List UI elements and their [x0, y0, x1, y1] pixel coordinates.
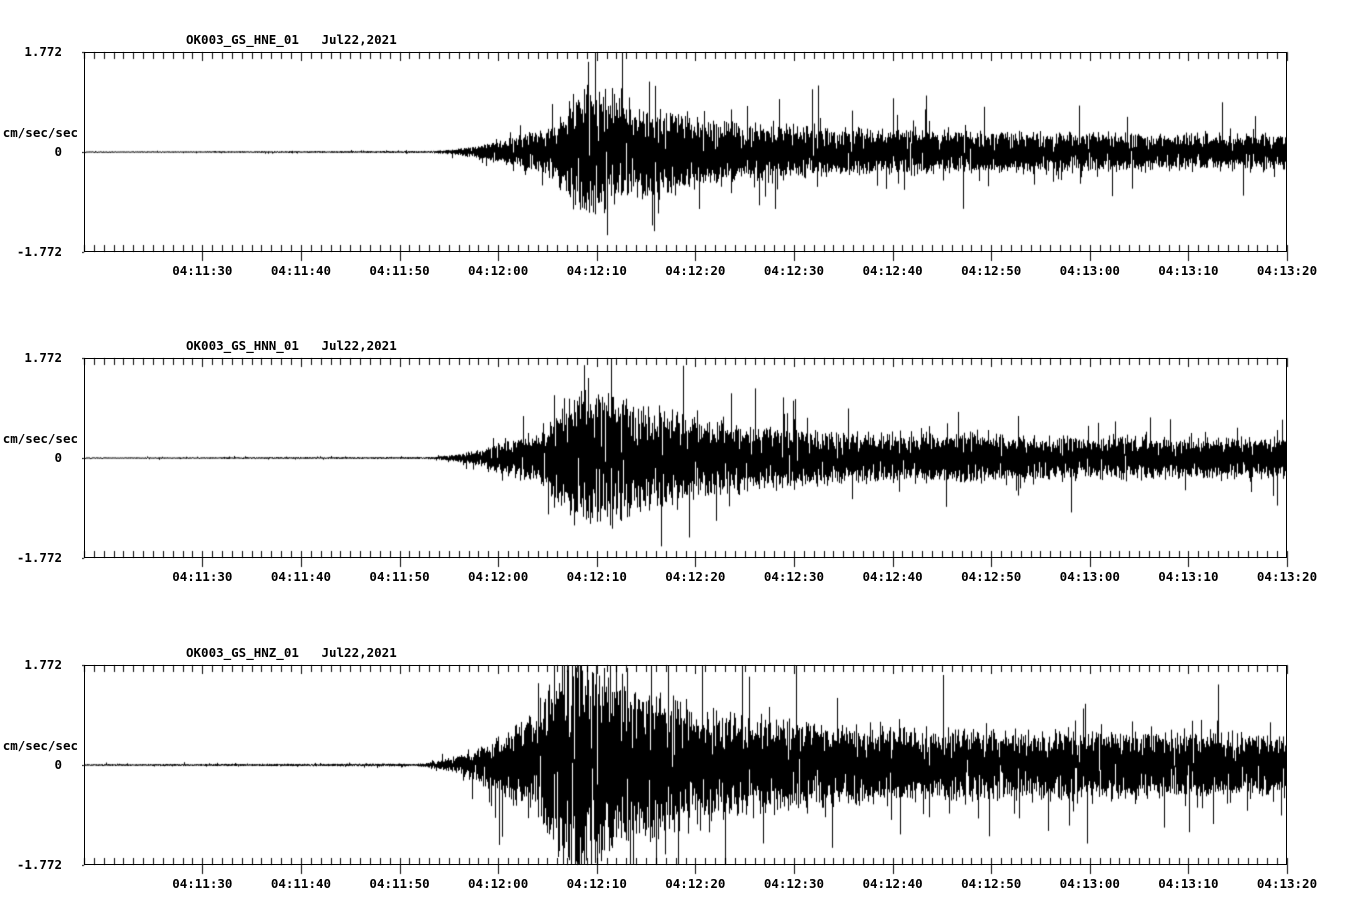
y-tick-max-hne: 1.772 — [24, 44, 62, 59]
panel-title-hnn: OK003_GS_HNN_01 Jul22,2021 — [186, 338, 397, 353]
x-tick-label: 04:11:40 — [270, 263, 332, 278]
x-tick-label: 04:13:00 — [1059, 876, 1120, 891]
x-tick-label: 04:11:40 — [270, 876, 332, 891]
y-tick-min-hnz: -1.772 — [16, 857, 62, 872]
x-tick-label: 04:12:00 — [468, 876, 529, 891]
y-axis-unit-label-hne: cm/sec/sec — [2, 125, 78, 140]
x-tick-label: 04:12:20 — [665, 876, 726, 891]
x-tick-label: 04:12:40 — [862, 263, 923, 278]
x-tick-label: 04:12:30 — [763, 569, 825, 584]
x-tick-label: 04:13:10 — [1158, 569, 1219, 584]
x-tick-label: 04:12:00 — [468, 569, 529, 584]
x-tick-label: 04:13:00 — [1059, 569, 1120, 584]
x-tick-label: 04:13:20 — [1256, 876, 1318, 891]
x-tick-label: 04:11:30 — [172, 569, 233, 584]
y-tick-min-hnn: -1.772 — [16, 550, 62, 565]
x-tick-label: 04:13:10 — [1158, 263, 1219, 278]
y-tick-min-hne: -1.772 — [16, 244, 62, 259]
x-tick-label: 04:12:10 — [566, 569, 627, 584]
x-tick-label: 04:11:40 — [270, 569, 332, 584]
x-tick-label: 04:11:30 — [172, 876, 233, 891]
x-tick-label: 04:12:00 — [468, 263, 529, 278]
x-tick-label: 04:13:20 — [1256, 263, 1318, 278]
x-tick-label: 04:12:50 — [961, 876, 1022, 891]
x-tick-label: 04:12:50 — [961, 263, 1022, 278]
x-tick-label: 04:12:40 — [862, 569, 923, 584]
x-tick-label: 04:11:50 — [369, 876, 430, 891]
y-axis-unit-label-hnn: cm/sec/sec — [2, 431, 78, 446]
y-tick-max-hnz: 1.772 — [24, 657, 62, 672]
y-tick-zero-hne: 0 — [54, 144, 62, 159]
x-tick-label: 04:13:10 — [1158, 876, 1219, 891]
panel-title-hne: OK003_GS_HNE_01 Jul22,2021 — [186, 32, 397, 47]
x-tick-label: 04:13:00 — [1059, 263, 1120, 278]
seismic-trace-hne — [85, 53, 1286, 251]
y-axis-unit-label-hnz: cm/sec/sec — [2, 738, 78, 753]
x-tick-label: 04:12:20 — [665, 569, 726, 584]
x-tick-label: 04:11:50 — [369, 569, 430, 584]
y-tick-zero-hnz: 0 — [54, 757, 62, 772]
x-tick-label: 04:12:30 — [763, 263, 825, 278]
x-tick-label: 04:12:30 — [763, 876, 825, 891]
x-tick-label: 04:12:40 — [862, 876, 923, 891]
x-tick-label: 04:12:10 — [566, 876, 627, 891]
y-tick-max-hnn: 1.772 — [24, 350, 62, 365]
seismic-trace-hnn — [85, 359, 1286, 557]
x-tick-label: 04:12:20 — [665, 263, 726, 278]
panel-title-hnz: OK003_GS_HNZ_01 Jul22,2021 — [186, 645, 397, 660]
x-tick-label: 04:11:30 — [172, 263, 233, 278]
x-tick-label: 04:12:10 — [566, 263, 627, 278]
x-tick-label: 04:12:50 — [961, 569, 1022, 584]
x-tick-label: 04:11:50 — [369, 263, 430, 278]
seismic-trace-hnz — [85, 666, 1286, 864]
x-tick-label: 04:13:20 — [1256, 569, 1318, 584]
y-tick-zero-hnn: 0 — [54, 450, 62, 465]
